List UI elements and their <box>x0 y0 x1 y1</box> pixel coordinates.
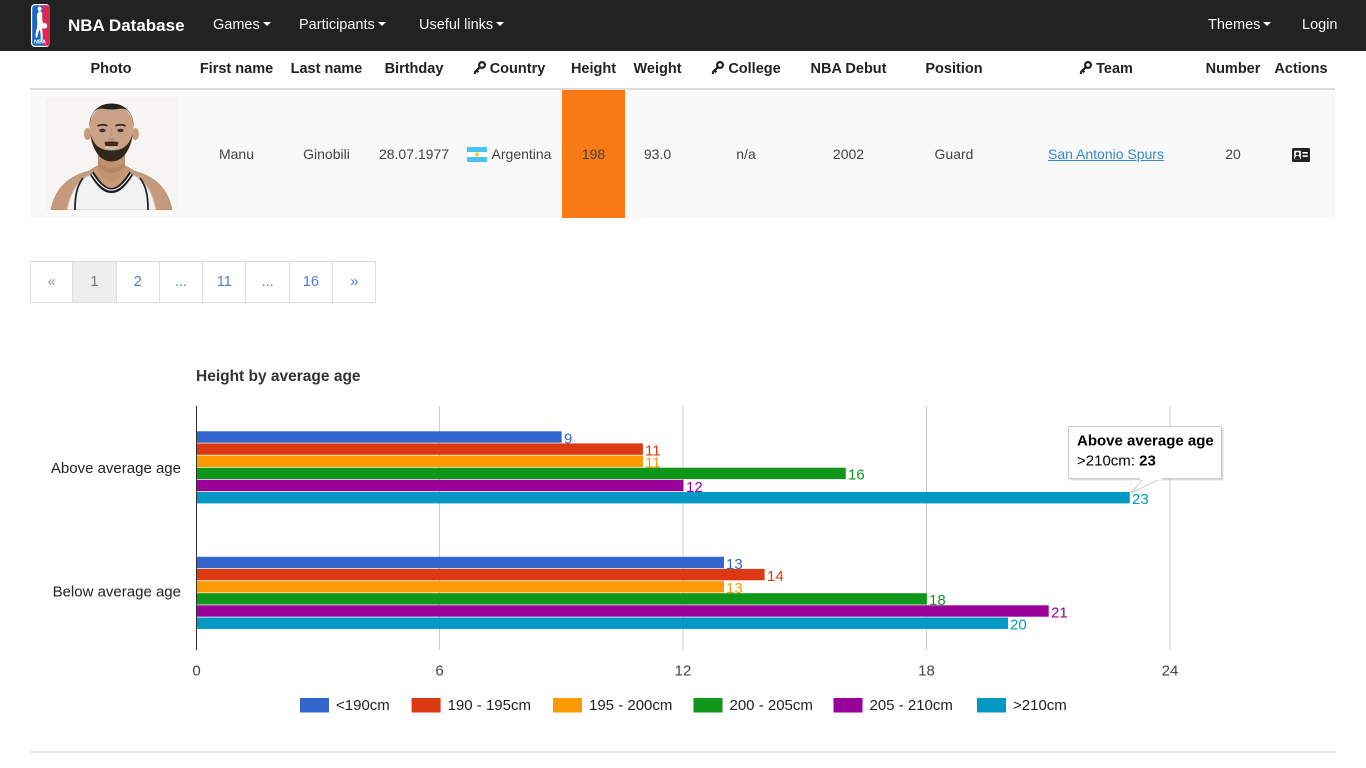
svg-text:12: 12 <box>675 663 692 680</box>
svg-text:>210cm: 23: >210cm: 23 <box>1077 453 1156 470</box>
svg-text:Above average age: Above average age <box>1077 433 1214 450</box>
svg-text:13: 13 <box>726 580 743 597</box>
svg-text:9: 9 <box>564 430 572 447</box>
svg-text:13: 13 <box>726 556 743 573</box>
svg-text:200 - 205cm: 200 - 205cm <box>730 697 813 714</box>
svg-text:24: 24 <box>1162 663 1179 680</box>
svg-text:<190cm: <190cm <box>336 697 390 714</box>
svg-text:>210cm: >210cm <box>1013 697 1067 714</box>
svg-text:23: 23 <box>1132 491 1149 508</box>
svg-text:20: 20 <box>1010 617 1027 634</box>
svg-text:Height by average age: Height by average age <box>196 368 361 385</box>
svg-text:12: 12 <box>686 479 703 496</box>
svg-text:18: 18 <box>918 663 935 680</box>
svg-text:Below average age: Below average age <box>53 584 181 601</box>
svg-text:195 - 200cm: 195 - 200cm <box>589 697 672 714</box>
svg-text:21: 21 <box>1051 604 1068 621</box>
svg-text:0: 0 <box>192 663 200 680</box>
svg-text:14: 14 <box>767 568 784 585</box>
svg-text:11: 11 <box>645 442 661 459</box>
svg-text:6: 6 <box>435 663 443 680</box>
svg-text:190 - 195cm: 190 - 195cm <box>448 697 531 714</box>
svg-text:205 - 210cm: 205 - 210cm <box>870 697 953 714</box>
svg-text:16: 16 <box>848 467 865 484</box>
svg-text:Above average age: Above average age <box>51 460 181 477</box>
svg-text:18: 18 <box>929 592 946 609</box>
svg-text:NBA: NBA <box>34 40 46 46</box>
svg-text:11: 11 <box>645 455 661 472</box>
